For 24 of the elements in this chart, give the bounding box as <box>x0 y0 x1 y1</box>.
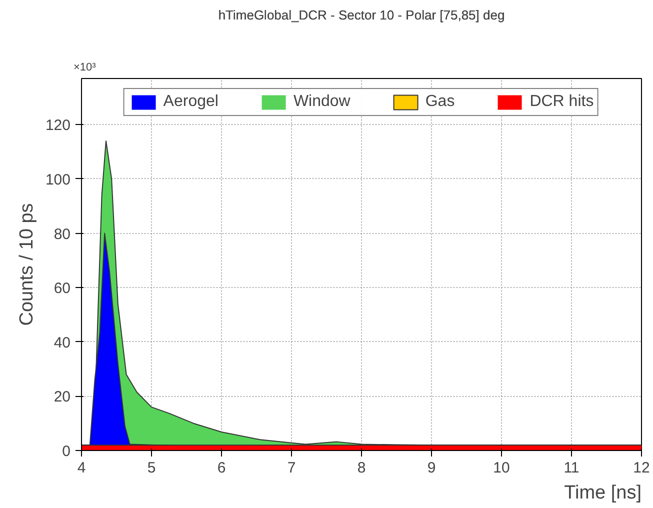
x-axis-title: Time [ns] <box>564 482 642 504</box>
x-tick-label: 8 <box>357 460 366 476</box>
x-tick-label: 7 <box>287 460 296 476</box>
y-tick-label: 60 <box>54 280 71 298</box>
y-tick-label: 80 <box>54 226 71 243</box>
text: ×10³ <box>74 62 96 74</box>
x-tick-label: 11 <box>564 460 580 476</box>
legend-label: Aerogel <box>163 93 218 111</box>
x-tick-label: 10 <box>493 460 510 476</box>
x-tick-label: 5 <box>147 460 156 476</box>
y-tick-label: 20 <box>54 388 71 406</box>
y-tick-label: 120 <box>45 117 71 134</box>
x-tick-label: 4 <box>77 460 86 476</box>
x-tick-label: 12 <box>633 460 650 476</box>
legend-label: Gas <box>425 93 455 111</box>
x-tick-label: 6 <box>217 460 226 476</box>
legend-label: DCR hits <box>530 93 594 111</box>
chart-title: hTimeGlobal_DCR - Sector 10 - Polar [75,85] deg <box>218 8 505 22</box>
y-tick-label: 0 <box>62 443 70 460</box>
x-tick-label: 9 <box>427 460 436 476</box>
y-tick-label: 100 <box>45 171 71 188</box>
y-tick-label: 40 <box>54 334 71 352</box>
legend-label: Window <box>293 93 350 111</box>
y-axis-title: Counts / 10 ps <box>16 203 38 326</box>
